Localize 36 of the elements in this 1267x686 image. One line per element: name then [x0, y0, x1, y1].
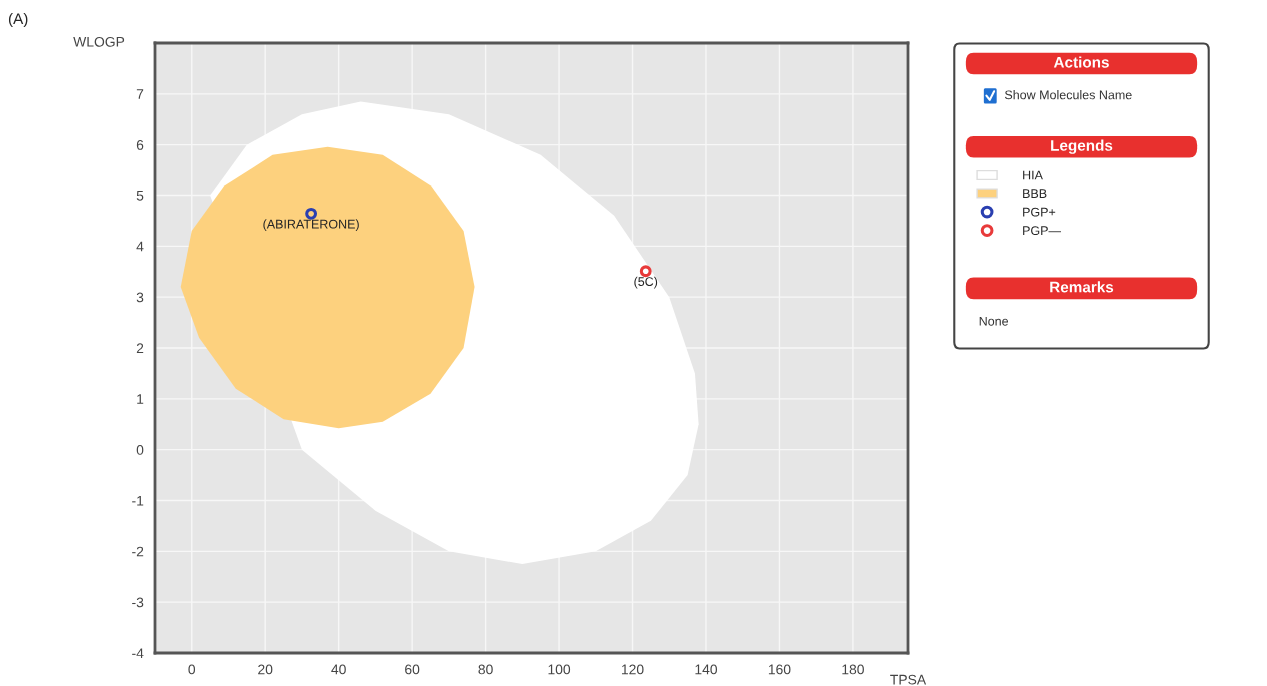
x-tick-label: 80: [478, 664, 493, 675]
text: PGP+: [1023, 207, 1056, 217]
y-axis-title: WLOGP: [73, 36, 125, 47]
y-tick-label: 6: [136, 140, 144, 150]
text: (A): [8, 12, 28, 28]
y-tick-label: 3: [136, 292, 144, 303]
y-tick-label: -1: [132, 495, 144, 506]
x-tick-label: 140: [695, 664, 718, 675]
y-tick-label: 4: [136, 241, 144, 252]
y-tick-label: 5: [136, 190, 144, 201]
annotation: (ABIRATERONE): [263, 219, 359, 231]
x-tick-label: 60: [405, 664, 420, 675]
x-tick-label: 180: [842, 664, 864, 675]
x-tick-label: 40: [331, 664, 346, 675]
y-tick-label: 1: [137, 394, 144, 404]
y-tick-label: -4: [132, 648, 144, 659]
text: Show Molecules Name: [1004, 90, 1132, 100]
y-tick-label: 0: [136, 445, 144, 455]
x-tick-label: 100: [548, 664, 571, 675]
x-tick-label: 20: [258, 664, 273, 675]
x-axis-title: TPSA: [890, 674, 927, 685]
x-tick-label: 0: [188, 664, 196, 675]
x-tick-label: 160: [768, 664, 791, 675]
legend-label: HIA: [1023, 170, 1043, 180]
text: Remarks: [1050, 281, 1114, 293]
annotation: (5C): [634, 276, 658, 289]
text: PGP—: [1023, 226, 1061, 236]
text: Actions: [1053, 56, 1109, 68]
text: None: [979, 316, 1009, 326]
y-tick-label: -2: [132, 546, 144, 557]
legend-label: BBB: [1023, 189, 1047, 198]
x-tick-label: 120: [621, 664, 644, 675]
y-tick-label: 7: [136, 89, 144, 99]
text: Legends: [1051, 139, 1113, 154]
y-tick-label: 2: [136, 343, 144, 354]
y-tick-label: -3: [132, 597, 144, 608]
